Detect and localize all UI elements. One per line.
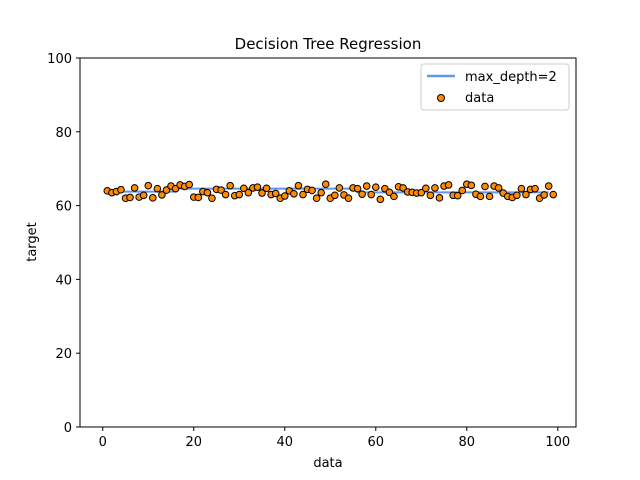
data-point xyxy=(467,181,476,190)
data-point xyxy=(126,193,134,202)
data-point xyxy=(144,181,153,190)
data-point xyxy=(358,190,366,198)
data-point xyxy=(226,181,234,190)
data-point xyxy=(312,194,321,203)
data-point xyxy=(217,186,225,194)
data-point xyxy=(367,190,376,199)
data-point xyxy=(435,194,444,202)
data-point xyxy=(485,192,494,201)
data-point xyxy=(531,184,539,193)
data-point xyxy=(453,191,462,200)
data-point xyxy=(476,192,485,201)
data-point xyxy=(321,180,330,188)
x-tick-label: 0 xyxy=(99,435,107,450)
data-point xyxy=(513,191,521,200)
data-point xyxy=(335,184,344,192)
data-point xyxy=(203,188,212,197)
legend-box xyxy=(420,63,570,111)
data-point xyxy=(149,194,157,202)
data-point xyxy=(422,184,430,193)
data-point xyxy=(299,190,307,199)
data-point xyxy=(290,189,298,198)
data-point xyxy=(544,182,553,190)
y-axis-label: target xyxy=(25,222,40,262)
data-point xyxy=(308,186,316,195)
data-point xyxy=(494,184,503,192)
axes-frame xyxy=(79,57,577,428)
x-tick-label: 60 xyxy=(368,435,385,450)
data-point xyxy=(271,189,280,198)
data-point xyxy=(240,184,248,193)
data-point xyxy=(280,192,289,200)
data-point xyxy=(444,181,453,189)
legend-label-scatter: data xyxy=(465,91,494,106)
data-point xyxy=(262,184,271,193)
legend: max_depth=2 data xyxy=(420,63,570,111)
data-point xyxy=(221,190,230,199)
x-tick-label: 20 xyxy=(185,435,202,450)
data-point xyxy=(549,190,558,199)
data-point xyxy=(481,182,489,191)
data-point xyxy=(517,184,526,193)
data-point xyxy=(117,185,125,194)
plot-area xyxy=(79,57,577,428)
data-point xyxy=(208,194,216,203)
data-point xyxy=(130,184,139,192)
data-point xyxy=(158,191,166,199)
y-tick-label: 0 xyxy=(64,421,72,436)
x-tick-label: 40 xyxy=(276,435,293,450)
x-tick-label: 100 xyxy=(545,435,570,450)
data-point xyxy=(426,191,435,200)
data-point xyxy=(371,183,380,191)
data-point xyxy=(235,190,244,199)
data-point xyxy=(153,184,162,193)
y-tick-label: 20 xyxy=(55,347,72,362)
data-point xyxy=(344,194,353,203)
point-layer xyxy=(103,180,558,204)
data-point xyxy=(194,193,203,202)
data-point xyxy=(258,189,266,197)
data-point xyxy=(317,188,325,197)
data-point xyxy=(540,191,548,199)
data-point xyxy=(390,192,398,201)
y-tick-label: 40 xyxy=(55,273,72,288)
data-point xyxy=(294,181,303,190)
x-tick-label: 80 xyxy=(459,435,476,450)
data-point xyxy=(376,195,385,204)
data-point xyxy=(431,184,439,192)
data-point xyxy=(139,191,148,200)
data-point xyxy=(522,190,530,199)
y-tick-label: 60 xyxy=(55,200,72,215)
y-axis-ticks: 0 20 40 60 80 100 xyxy=(47,52,80,436)
data-point xyxy=(458,186,467,195)
data-point xyxy=(353,184,362,193)
x-axis-ticks: 0 20 40 60 80 100 xyxy=(99,427,570,450)
x-axis-label: data xyxy=(313,456,342,471)
data-point xyxy=(417,188,426,197)
data-point xyxy=(362,182,371,190)
chart-title: Decision Tree Regression xyxy=(235,35,422,53)
y-tick-label: 80 xyxy=(55,126,72,141)
legend-marker-swatch xyxy=(437,94,445,102)
data-point xyxy=(331,191,339,200)
y-tick-label: 100 xyxy=(47,52,72,67)
data-point xyxy=(185,180,194,189)
data-point xyxy=(253,183,262,191)
legend-label-line: max_depth=2 xyxy=(465,70,557,85)
data-point xyxy=(244,188,253,197)
